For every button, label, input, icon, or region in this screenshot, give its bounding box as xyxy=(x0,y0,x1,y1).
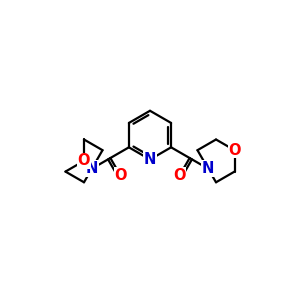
Text: N: N xyxy=(202,161,214,176)
Text: O: O xyxy=(173,168,186,183)
Text: O: O xyxy=(114,168,127,183)
Text: N: N xyxy=(144,152,156,167)
Text: N: N xyxy=(85,161,98,176)
Text: O: O xyxy=(78,153,90,168)
Text: O: O xyxy=(228,143,241,158)
